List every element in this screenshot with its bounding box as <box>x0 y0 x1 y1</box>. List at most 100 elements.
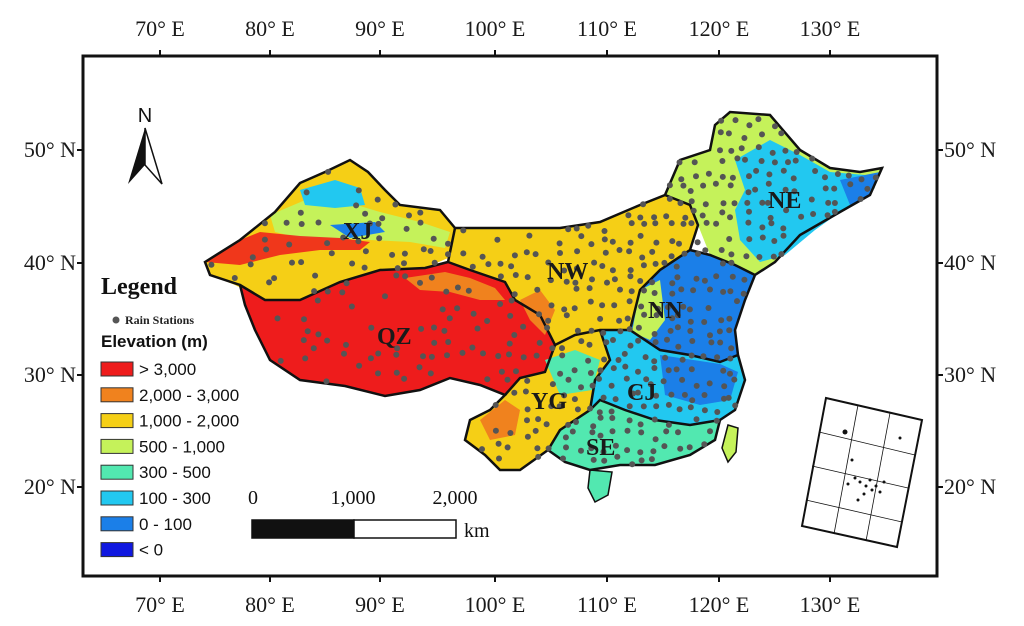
rain-station-dot <box>653 239 660 246</box>
rain-station-dot <box>661 443 668 450</box>
rain-station-dot <box>611 302 618 309</box>
scale-bar: 0 1,000 2,000 km <box>248 487 490 542</box>
rain-station-dot <box>393 369 400 376</box>
rain-station-dot <box>498 368 505 375</box>
rain-station-dot <box>586 285 593 292</box>
rain-station-dot <box>772 123 778 130</box>
rain-station-dot <box>511 252 518 259</box>
legend-swatch <box>100 438 134 454</box>
rain-station-dot <box>665 421 672 428</box>
rain-station-dot <box>701 277 708 284</box>
rain-station-dot <box>545 445 552 452</box>
rain-station-dot <box>682 214 689 221</box>
rain-station-dot <box>725 130 732 137</box>
rain-station-dot <box>640 201 647 208</box>
rain-station-dot <box>417 219 424 226</box>
rain-station-dot <box>611 276 618 283</box>
rain-station-dot <box>392 201 399 208</box>
rain-station-dot <box>638 303 645 310</box>
rain-station-dot <box>769 149 776 156</box>
rain-station-dot <box>368 324 375 331</box>
rain-station-dot <box>588 241 595 248</box>
rain-station-dot <box>444 352 450 359</box>
rain-station-dot <box>665 304 671 311</box>
north-arrow: N <box>128 105 163 185</box>
rain-station-dot <box>355 187 362 194</box>
rain-station-dot <box>485 261 492 268</box>
rain-station-dot <box>702 247 709 254</box>
lon-label: 130° E <box>800 16 861 41</box>
rain-station-dot <box>641 220 648 227</box>
rain-station-dot <box>858 176 865 183</box>
rain-station-dot <box>825 199 832 206</box>
rain-station-dot <box>845 172 852 179</box>
rain-station-dot <box>508 297 515 304</box>
rain-station-dot <box>634 389 641 396</box>
rain-station-dot <box>393 272 400 279</box>
rain-station-dot <box>301 316 307 323</box>
rain-station-dot <box>362 210 369 217</box>
rain-station-dot <box>652 220 659 227</box>
rain-station-dot <box>523 249 530 256</box>
rain-station-dot <box>834 171 841 177</box>
rain-station-dot <box>544 324 551 331</box>
lon-label: 70° E <box>135 16 185 41</box>
rain-station-dot <box>497 260 504 267</box>
rain-station-dot <box>693 173 699 180</box>
rain-station-dot <box>297 209 304 216</box>
rain-station-dot <box>445 339 452 345</box>
rain-station-dot <box>587 298 594 305</box>
rain-station-dot <box>324 240 331 247</box>
rain-station-dot <box>626 403 633 410</box>
rain-station-dot <box>548 302 555 309</box>
rain-station-dot <box>686 444 693 451</box>
rain-station-dot <box>708 339 715 346</box>
rain-station-dot <box>765 180 772 187</box>
rain-station-dot <box>847 181 854 188</box>
rain-station-dot <box>418 325 425 332</box>
rain-station-dot <box>718 117 725 124</box>
rain-station-dot <box>431 259 438 266</box>
rain-station-dot <box>626 326 633 333</box>
rain-station-dot <box>831 208 838 215</box>
rain-station-dot <box>680 182 687 189</box>
legend-swatch <box>100 516 134 532</box>
rain-station-dot <box>508 263 515 270</box>
rain-station-dot <box>630 390 636 397</box>
rain-station-dot <box>680 220 687 227</box>
rain-station-dot <box>374 196 381 203</box>
rain-station-dot <box>791 188 798 195</box>
rain-station-dot <box>559 345 565 352</box>
rain-station-dot <box>717 147 723 154</box>
region-nn-area <box>630 250 755 362</box>
region-label-se: SE <box>586 435 615 461</box>
rain-station-dot <box>755 116 762 123</box>
rain-station-dot <box>362 248 369 255</box>
ne-plain <box>735 140 875 262</box>
lat-label: 30° N <box>944 362 996 387</box>
hainan-island <box>587 469 613 504</box>
rain-station-dot <box>666 195 673 202</box>
rain-station-dot <box>534 445 541 452</box>
rain-station-dot <box>263 246 270 253</box>
legend-class-label: 0 - 100 <box>139 515 192 534</box>
rain-station-dot <box>727 182 734 189</box>
rain-station-dot <box>651 365 658 371</box>
rain-station-dot <box>764 199 771 206</box>
rain-station-dot <box>653 312 660 319</box>
rain-station-dot <box>479 446 485 453</box>
rain-station-dot <box>809 155 816 162</box>
rain-station-dot <box>289 259 295 266</box>
rain-station-dot <box>561 267 568 274</box>
rain-station-dot <box>719 158 726 164</box>
map-body <box>203 110 885 504</box>
lon-label: 100° E <box>465 592 526 617</box>
rain-station-dot <box>831 200 838 206</box>
rain-station-dot <box>650 448 657 455</box>
legend-classes: > 3,000 2,000 - 3,000 1,000 - 2,000 500 - 1… <box>100 360 239 560</box>
rain-station-dot <box>548 403 555 410</box>
ne-lowland <box>840 172 880 205</box>
latitude-labels-left: 50° N 40° N 30° N 20° N <box>24 137 76 499</box>
rain-station-dot <box>590 456 597 463</box>
rain-station-dot <box>315 331 322 338</box>
